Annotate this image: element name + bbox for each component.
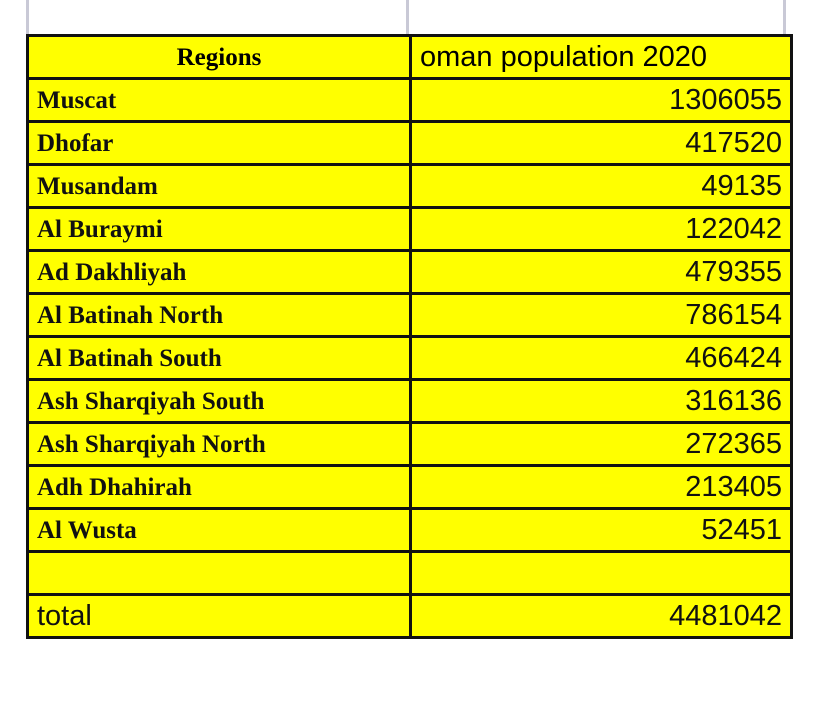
region-cell[interactable]: Muscat [26, 77, 412, 123]
header-population-cell[interactable]: oman population 2020 [409, 34, 793, 80]
population-cell[interactable]: 316136 [409, 378, 793, 424]
table-row: Al Buraymi 122042 [26, 206, 793, 252]
population-cell[interactable]: 49135 [409, 163, 793, 209]
table-row: Al Batinah North 786154 [26, 292, 793, 338]
population-table: Regions oman population 2020 Muscat 1306… [26, 34, 793, 639]
table-row: Al Batinah South 466424 [26, 335, 793, 381]
total-row: total 4481042 [26, 593, 793, 639]
table-row: Musandam 49135 [26, 163, 793, 209]
column-gridline [26, 0, 29, 34]
population-cell[interactable]: 213405 [409, 464, 793, 510]
region-cell[interactable]: Al Batinah South [26, 335, 412, 381]
table-row: Muscat 1306055 [26, 77, 793, 123]
population-cell[interactable]: 417520 [409, 120, 793, 166]
population-cell[interactable]: 786154 [409, 292, 793, 338]
population-cell[interactable]: 52451 [409, 507, 793, 553]
population-cell[interactable]: 1306055 [409, 77, 793, 123]
population-cell[interactable]: 122042 [409, 206, 793, 252]
total-label-cell[interactable]: total [26, 593, 412, 639]
region-cell[interactable]: Al Batinah North [26, 292, 412, 338]
region-cell[interactable]: Adh Dhahirah [26, 464, 412, 510]
region-cell[interactable]: Musandam [26, 163, 412, 209]
empty-row [26, 550, 793, 596]
empty-cell[interactable] [26, 550, 412, 596]
region-cell[interactable]: Dhofar [26, 120, 412, 166]
table-row: Ad Dakhliyah 479355 [26, 249, 793, 295]
table-row: Al Wusta 52451 [26, 507, 793, 553]
empty-cell[interactable] [409, 550, 793, 596]
region-cell[interactable]: Ad Dakhliyah [26, 249, 412, 295]
region-cell[interactable]: Ash Sharqiyah North [26, 421, 412, 467]
region-cell[interactable]: Al Buraymi [26, 206, 412, 252]
table-row: Ash Sharqiyah North 272365 [26, 421, 793, 467]
population-cell[interactable]: 272365 [409, 421, 793, 467]
empty-spreadsheet-row [26, 0, 786, 35]
column-gridline [406, 0, 409, 34]
table-row: Ash Sharqiyah South 316136 [26, 378, 793, 424]
column-gridline [783, 0, 786, 34]
total-value-cell[interactable]: 4481042 [409, 593, 793, 639]
region-cell[interactable]: Ash Sharqiyah South [26, 378, 412, 424]
region-cell[interactable]: Al Wusta [26, 507, 412, 553]
table-row: Dhofar 417520 [26, 120, 793, 166]
population-cell[interactable]: 466424 [409, 335, 793, 381]
population-cell[interactable]: 479355 [409, 249, 793, 295]
table-row: Adh Dhahirah 213405 [26, 464, 793, 510]
header-row: Regions oman population 2020 [26, 34, 793, 80]
header-regions-cell[interactable]: Regions [26, 34, 412, 80]
